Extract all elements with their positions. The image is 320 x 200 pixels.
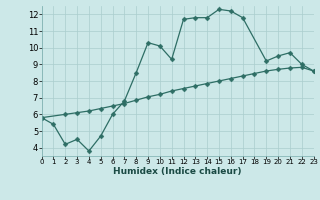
X-axis label: Humidex (Indice chaleur): Humidex (Indice chaleur) (113, 167, 242, 176)
